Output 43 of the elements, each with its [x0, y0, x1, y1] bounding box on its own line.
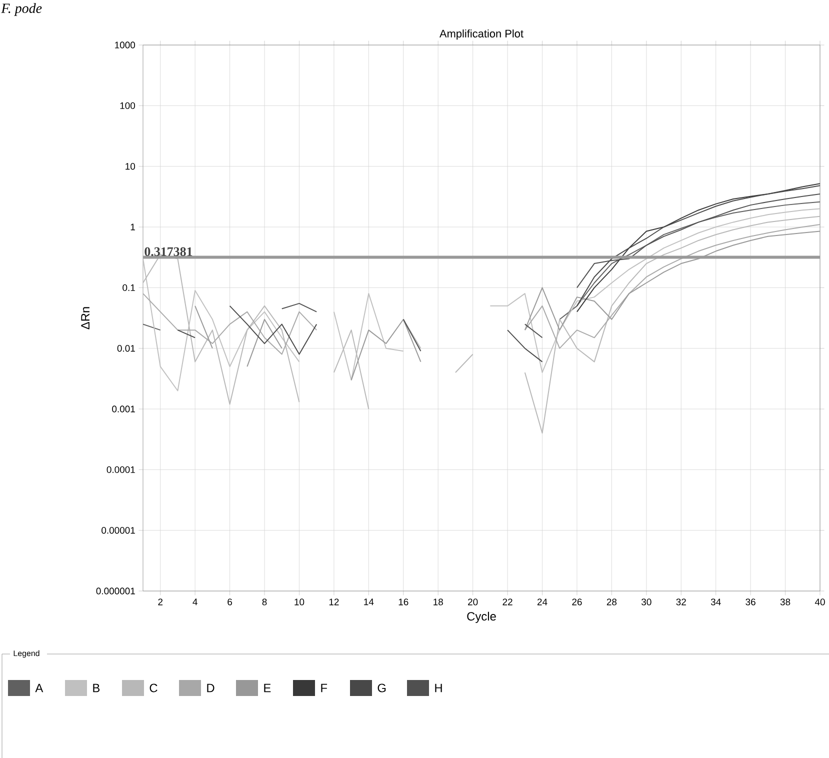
y-tick-label: 0.001	[112, 406, 135, 412]
y-axis-title: ΔRn	[81, 307, 90, 330]
y-tick-label: 0.00001	[102, 526, 135, 534]
y-tick-label: 100	[120, 102, 136, 110]
ref-line-label: 0.317381	[144, 247, 192, 256]
legend-label: G	[378, 684, 386, 692]
legend-label: C	[150, 684, 158, 692]
y-tick-label: 0.1	[122, 284, 135, 292]
x-tick-label: 22	[502, 598, 512, 606]
x-tick-label: 32	[676, 598, 686, 606]
x-tick-label: 24	[537, 598, 548, 606]
y-tick-label: 1000	[115, 42, 136, 48]
legend-label: B	[93, 684, 100, 692]
y-tick-label: 10	[126, 162, 136, 170]
chart-title: Amplification Plot	[439, 29, 524, 40]
y-tick-label: 0.0001	[106, 466, 135, 474]
x-tick-label: 6	[228, 598, 232, 606]
x-tick-label: 34	[710, 598, 721, 606]
legend-label: H	[435, 684, 442, 692]
x-tick-label: 36	[746, 598, 756, 606]
x-tick-label: 40	[814, 598, 825, 606]
text: F. pode	[1, 3, 42, 16]
legend-label: F	[321, 684, 328, 692]
y-tick-label: 1	[130, 224, 135, 230]
legend-label: A	[35, 684, 44, 692]
legend-label: E	[264, 684, 271, 692]
x-tick-label: 30	[642, 598, 652, 606]
x-tick-label: 4	[192, 598, 198, 606]
y-tick-label: 0.01	[117, 344, 135, 352]
x-tick-label: 38	[780, 598, 790, 606]
y-tick-label: 0.000001	[96, 588, 135, 594]
x-tick-label: 12	[329, 598, 339, 606]
x-tick-label: 16	[398, 598, 408, 606]
x-tick-label: 10	[294, 598, 304, 606]
x-tick-label: 28	[606, 598, 617, 606]
x-tick-label: 14	[364, 598, 374, 606]
x-tick-label: 18	[434, 598, 443, 606]
x-tick-label: 2	[158, 598, 163, 606]
x-tick-label: 20	[468, 598, 478, 606]
x-tick-label: 8	[262, 598, 267, 606]
x-axis-title: Cycle	[467, 612, 496, 623]
x-tick-label: 26	[572, 598, 582, 606]
legend-label: D	[207, 684, 214, 692]
